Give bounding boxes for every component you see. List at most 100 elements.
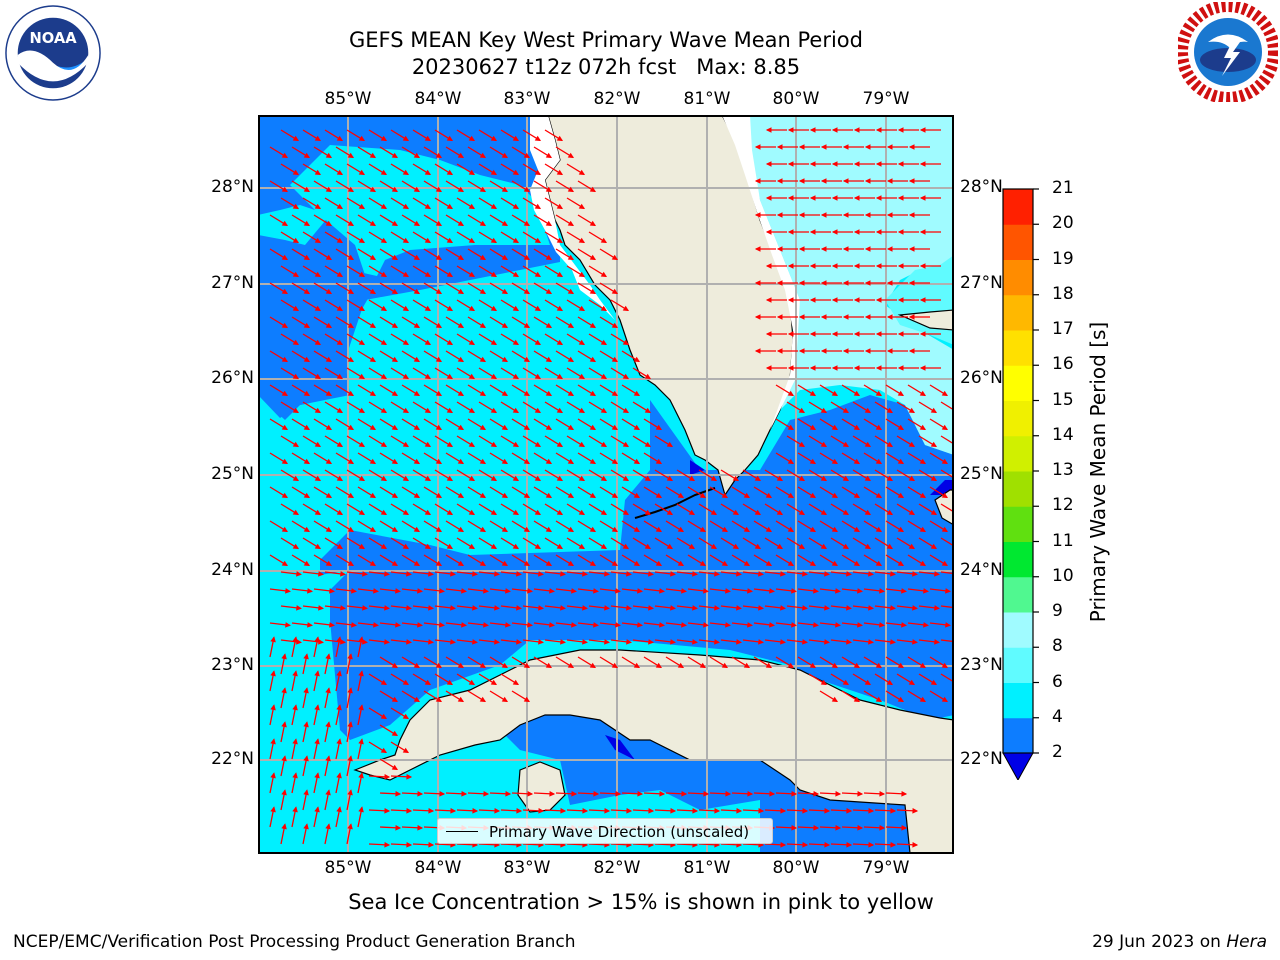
colorbar-segment <box>1003 330 1033 366</box>
wave-arrowhead <box>589 390 597 397</box>
wave-arrowhead <box>593 790 600 797</box>
lat-label-right: 23°N <box>960 655 1003 675</box>
lat-label-right: 24°N <box>960 560 1003 580</box>
wave-arrowhead <box>369 220 377 227</box>
nws-logo <box>1178 2 1278 102</box>
wave-arrowhead <box>670 571 676 577</box>
wave-arrowhead <box>820 441 828 448</box>
wave-arrowhead <box>875 526 883 533</box>
wave-arrowhead <box>512 237 520 244</box>
wave-arrowhead <box>446 407 454 414</box>
land-bahamas <box>934 489 953 526</box>
wave-arrowhead <box>336 509 344 516</box>
wave-arrowhead <box>802 807 809 814</box>
wave-arrowhead <box>787 161 794 167</box>
wave-arrowhead <box>868 571 874 577</box>
wave-arrowhead <box>336 704 342 711</box>
wave-arrowhead <box>292 407 300 414</box>
wave-arrowhead <box>479 288 487 295</box>
wave-arrowhead <box>589 424 597 431</box>
wave-arrowhead <box>820 543 828 550</box>
wave-arrowhead <box>677 492 685 499</box>
wave-arrowhead <box>776 543 784 550</box>
wave-arrowhead <box>780 807 787 814</box>
wave-arrowhead <box>556 373 564 380</box>
wave-arrowhead <box>490 679 498 686</box>
wave-arrowhead <box>490 407 498 414</box>
wave-arrowhead <box>919 229 926 235</box>
wave-arrowhead <box>314 169 322 176</box>
wave-arrowhead <box>413 186 421 193</box>
wave-arrowhead <box>655 424 663 431</box>
wave-arrowhead <box>765 127 772 133</box>
wave-arrowhead <box>292 169 300 176</box>
wave-arrowhead <box>369 152 377 159</box>
wave-arrowhead <box>655 492 663 499</box>
wave-arrowhead <box>362 605 368 611</box>
wave-arrowhead <box>637 790 644 797</box>
wave-arrowhead <box>626 639 632 645</box>
wave-arrowhead <box>501 492 509 499</box>
wave-arrowhead <box>428 639 434 645</box>
wave-arrowhead <box>912 807 919 814</box>
wave-arrowhead <box>424 543 432 550</box>
wave-arrowhead <box>765 161 772 167</box>
wave-arrowhead <box>611 560 619 567</box>
wave-arrowhead <box>545 220 553 227</box>
wave-arrowhead <box>853 297 860 303</box>
lat-label-left: 27°N <box>211 273 254 293</box>
wave-arrowhead <box>424 509 432 516</box>
wave-arrowhead <box>809 492 817 499</box>
wave-arrowhead <box>402 203 410 210</box>
wave-arrowhead <box>406 639 412 645</box>
wave-arrowhead <box>670 605 676 611</box>
wave-arrowhead <box>593 588 599 594</box>
lat-label-right: 22°N <box>960 749 1003 769</box>
wave-arrowhead <box>501 424 509 431</box>
wave-arrowhead <box>941 492 949 499</box>
lon-label-bottom: 85°W <box>324 858 372 878</box>
wave-arrowhead <box>391 424 399 431</box>
wave-arrowhead <box>435 152 443 159</box>
wave-arrowhead <box>468 441 476 448</box>
period-band-2-4 <box>320 395 953 740</box>
wave-arrowhead <box>820 314 827 320</box>
wave-arrowhead <box>670 639 676 645</box>
wave-arrowhead <box>897 331 904 337</box>
wave-arrowhead <box>413 390 421 397</box>
wave-arrowhead <box>516 807 523 814</box>
wave-arrowhead <box>842 348 849 354</box>
map-panel[interactable]: Primary Wave Direction (unscaled) <box>258 115 954 854</box>
wave-arrowhead <box>857 790 864 797</box>
lat-label-right: 28°N <box>960 177 1003 197</box>
wave-arrowhead <box>765 526 773 533</box>
colorbar-tick-label: 6 <box>1052 671 1063 692</box>
wave-arrowhead <box>875 297 882 303</box>
wave-arrowhead <box>292 339 300 346</box>
wave-arrowhead <box>831 526 839 533</box>
wave-arrowhead <box>538 639 544 645</box>
wave-arrowhead <box>765 365 772 371</box>
wave-arrowhead <box>303 789 309 796</box>
wave-arrowhead <box>336 373 344 380</box>
map-title: GEFS MEAN Key West Primary Wave Mean Per… <box>349 28 863 52</box>
wave-arrowhead <box>556 543 564 550</box>
wave-arrowhead <box>325 755 331 762</box>
wave-arrowhead <box>787 492 795 499</box>
wave-arrowhead <box>897 297 904 303</box>
wave-arrowhead <box>835 622 841 628</box>
wave-arrowhead <box>490 271 498 278</box>
wave-arrowhead <box>670 807 677 814</box>
wave-arrowhead <box>813 790 820 797</box>
map-subtitle: 20230627 t12z 072h fcst Max: 8.85 <box>411 55 801 79</box>
wave-arrowhead <box>611 390 619 397</box>
wave-arrowhead <box>512 441 520 448</box>
wave-arrowhead <box>699 492 707 499</box>
wave-arrowhead <box>395 588 401 594</box>
wave-arrowhead <box>886 475 894 482</box>
wave-arrowhead <box>666 543 674 550</box>
wave-arrowhead <box>901 824 908 831</box>
wave-arrowhead <box>281 390 289 397</box>
wave-arrowhead <box>655 662 663 669</box>
wave-arrowhead <box>307 622 313 628</box>
